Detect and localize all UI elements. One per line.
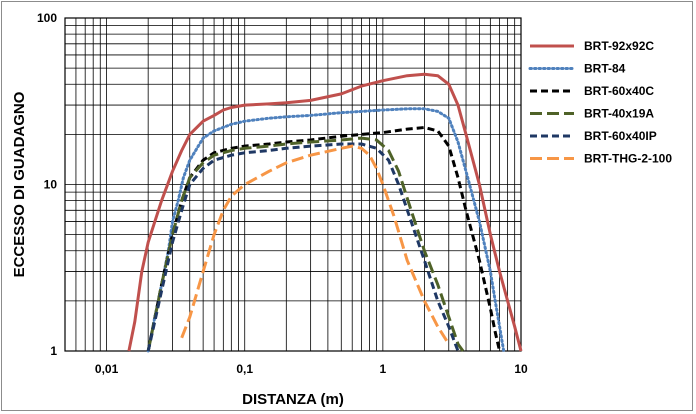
legend-label: BRT-60x40IP [584,129,657,143]
x-tick-label: 0,1 [236,362,253,376]
y-axis-tick-labels: 1 10 100 [37,11,57,358]
x-tick-label: 0,01 [95,362,119,376]
series-line-brt-60x40c [146,126,502,352]
series-line-brt-thg-2-100 [180,144,451,345]
series-line-brt-84 [146,107,506,353]
series-line-brt-60x40ip [146,142,460,352]
y-tick-label: 1 [50,344,57,358]
series-line-brt-40x19a [146,136,465,352]
series-line-brt-92x92c [127,72,523,352]
series-lines [127,72,523,353]
legend-label: BRT-THG-2-100 [584,152,672,166]
legend-label: BRT-84 [584,62,626,76]
x-tick-label: 10 [514,362,528,376]
legend: BRT-92x92C BRT-84 BRT-60x40C BRT-40x19A BRT-… [528,39,672,166]
gridlines [65,18,521,351]
x-tick-label: 1 [380,362,387,376]
y-tick-label: 100 [37,11,57,25]
legend-label: BRT-40x19A [584,107,654,121]
legend-label: BRT-60x40C [584,84,654,98]
y-axis-title: ECCESSO DI GUADAGNO [11,91,28,277]
legend-label: BRT-92x92C [584,39,654,53]
x-axis-title: DISTANZA (m) [242,391,344,408]
y-tick-label: 10 [44,178,58,192]
plot-area [64,17,522,352]
x-axis-tick-labels: 0,01 0,1 1 10 [95,362,528,376]
